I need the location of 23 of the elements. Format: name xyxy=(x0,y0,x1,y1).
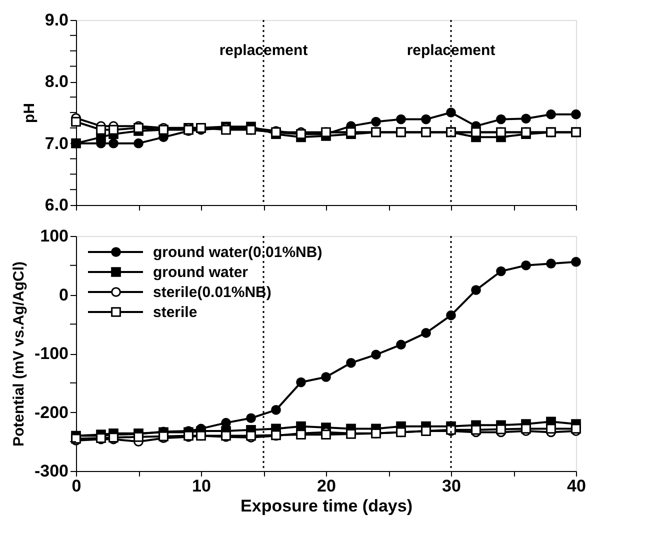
x-axis-title: Exposure time (days) xyxy=(240,496,412,516)
ref-line-label: replacement xyxy=(219,42,308,59)
y-tick-label: -300 xyxy=(34,462,68,480)
legend-label: ground water xyxy=(153,264,248,281)
y-tick-label: -100 xyxy=(34,344,68,363)
x-tick-label: 0 xyxy=(72,476,82,496)
y-axis-title: pH xyxy=(20,103,38,123)
y-tick-label: 6.0 xyxy=(44,196,68,214)
y-tick-label: 8.0 xyxy=(44,72,68,92)
y-tick-label: 9.0 xyxy=(44,10,68,30)
x-tick-label: 20 xyxy=(317,476,336,496)
y-axis-title: Potential (mV vs.Ag/AgCl) xyxy=(10,261,28,447)
x-tick-label: 10 xyxy=(192,476,211,496)
y-tick-label: -200 xyxy=(34,402,68,422)
legend-label: sterile(0.01%NB) xyxy=(153,284,272,301)
y-tick-label: 0 xyxy=(59,285,68,304)
y-tick-label: 100 xyxy=(40,226,68,246)
legend-label: ground water(0.01%NB) xyxy=(153,244,322,261)
legend-label: sterile xyxy=(153,304,198,321)
y-tick-label: 7.0 xyxy=(44,134,68,153)
ref-line-label: replacement xyxy=(406,42,496,59)
x-tick-label: 30 xyxy=(442,476,461,496)
x-tick-label: 40 xyxy=(567,476,586,496)
